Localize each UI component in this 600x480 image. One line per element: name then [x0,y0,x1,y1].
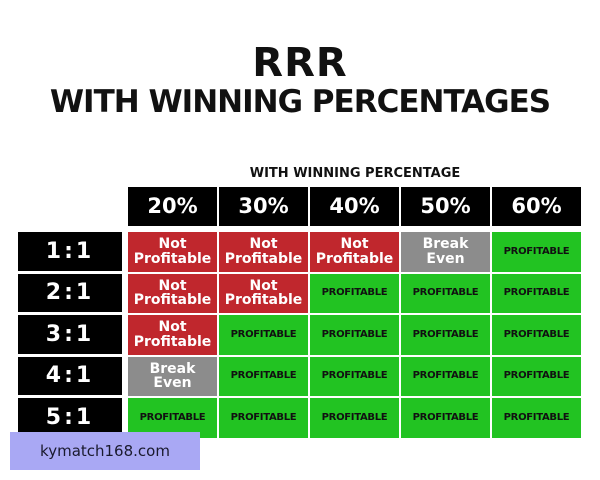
table-cell: PROFITABLE [219,398,308,438]
column-header-text: 30% [238,194,289,219]
table-cell: PROFITABLE [492,273,581,313]
table-cell: PROFITABLE [492,232,581,272]
column-header: 20% [128,187,217,226]
table-cell-text: PROFITABLE [412,370,479,381]
table-cell-text: PROFITABLE [412,287,479,298]
table-cell: PROFITABLE [310,398,399,438]
table-cell: PROFITABLE [310,273,399,313]
row-label-text: 1:1 [45,238,95,264]
table-cell: PROFITABLE [401,398,490,438]
row-label: 3:1 [18,315,122,354]
table-cell: Not Profitable [219,273,308,313]
subtitle: WITH WINNING PERCENTAGES [49,84,551,120]
row-label-text: 4:1 [45,363,95,389]
table-cell-text: Not Profitable [133,236,212,267]
table-cell-text: PROFITABLE [412,411,479,423]
row-label: 2:1 [18,273,122,312]
table-cell-text: Not Profitable [315,236,394,267]
table-cell: PROFITABLE [219,315,308,355]
table-cell: PROFITABLE [492,315,581,355]
table-cell: PROFITABLE [401,356,490,396]
table-cell-text: PROFITABLE [230,370,297,381]
column-header: 50% [401,187,490,226]
table-cell: PROFITABLE [401,315,490,355]
row-label: 5:1 [18,398,122,437]
table-caption: WITH WINNING PERCENTAGE [249,166,461,181]
column-header: 40% [310,187,399,226]
table-cell-text: PROFITABLE [321,411,388,423]
table-cell-text: Not Profitable [133,277,212,309]
row-label: 4:1 [18,356,122,395]
table-cell-text: PROFITABLE [321,370,388,381]
table-cell: PROFITABLE [310,356,399,396]
table-cell-text: PROFITABLE [139,411,206,423]
table-cell: PROFITABLE [310,315,399,355]
table-cell-text: PROFITABLE [321,328,388,340]
row-label-text: 3:1 [45,321,95,347]
table-cell: PROFITABLE [219,356,308,396]
table-cell-text: PROFITABLE [230,328,297,340]
column-header-text: 60% [511,194,562,219]
table-cell-text: PROFITABLE [503,328,570,340]
row-label-text: 5:1 [45,404,95,430]
table-cell-text: PROFITABLE [230,411,297,423]
row-label-text: 2:1 [45,280,95,306]
table-cell: PROFITABLE [128,398,217,438]
table-cell-text: Not Profitable [224,277,303,309]
table-cell-text: PROFITABLE [503,245,570,257]
table-cell: Break Even [128,356,217,396]
title: RRR [252,40,348,86]
table-cell-text: Break Even [422,236,469,267]
table-cell-text: PROFITABLE [503,370,570,381]
table-cell-text: Break Even [149,360,196,392]
column-header-text: 40% [329,194,380,219]
table-cell: Not Profitable [219,232,308,272]
row-label: 1:1 [18,232,122,271]
table-cell-text: PROFITABLE [412,328,479,340]
table-cell: PROFITABLE [492,398,581,438]
column-header-text: 50% [420,194,471,219]
table-cell-text: PROFITABLE [321,287,388,298]
column-header: 30% [219,187,308,226]
table-cell: Break Even [401,232,490,272]
table-cell-text: PROFITABLE [503,287,570,298]
column-header-text: 20% [147,194,198,219]
table-cell: PROFITABLE [492,356,581,396]
watermark: kymatch168.com [10,432,200,470]
table-cell: Not Profitable [128,315,217,355]
table-cell: Not Profitable [128,232,217,272]
table-cell-text: Not Profitable [224,236,303,267]
table-cell: Not Profitable [128,273,217,313]
table-cell-text: Not Profitable [133,319,212,350]
table-cell-text: PROFITABLE [503,411,570,423]
column-header: 60% [492,187,581,226]
table-cell: PROFITABLE [401,273,490,313]
table-cell: Not Profitable [310,232,399,272]
